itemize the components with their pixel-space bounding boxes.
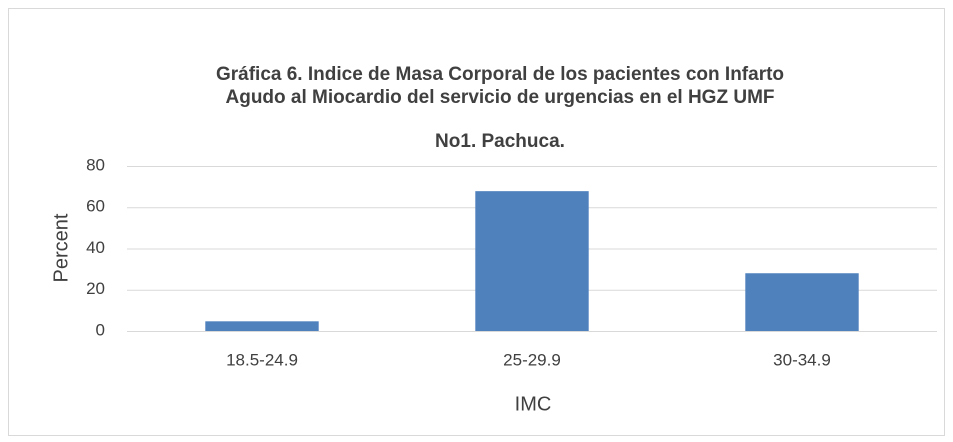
y-axis-title: Percent [50, 213, 72, 282]
y-tick-label: 20 [86, 279, 105, 298]
bar [475, 191, 589, 331]
bar [205, 321, 319, 331]
y-tick-label: 0 [96, 320, 105, 339]
chart-title: Gráfica 6. Indice de Masa Corporal de lo… [216, 64, 784, 85]
x-tick-label: 30-34.9 [773, 350, 831, 369]
y-tick-label: 60 [86, 197, 105, 216]
chart-title: No1. Pachuca. [435, 131, 565, 152]
y-tick-label: 80 [86, 155, 105, 174]
chart-title: Agudo al Miocardio del servicio de urgen… [226, 87, 775, 108]
bar [745, 273, 859, 331]
x-axis-title: IMC [515, 393, 552, 415]
y-tick-label: 40 [86, 238, 105, 257]
x-tick-label: 18.5-24.9 [226, 350, 298, 369]
x-tick-label: 25-29.9 [503, 350, 561, 369]
